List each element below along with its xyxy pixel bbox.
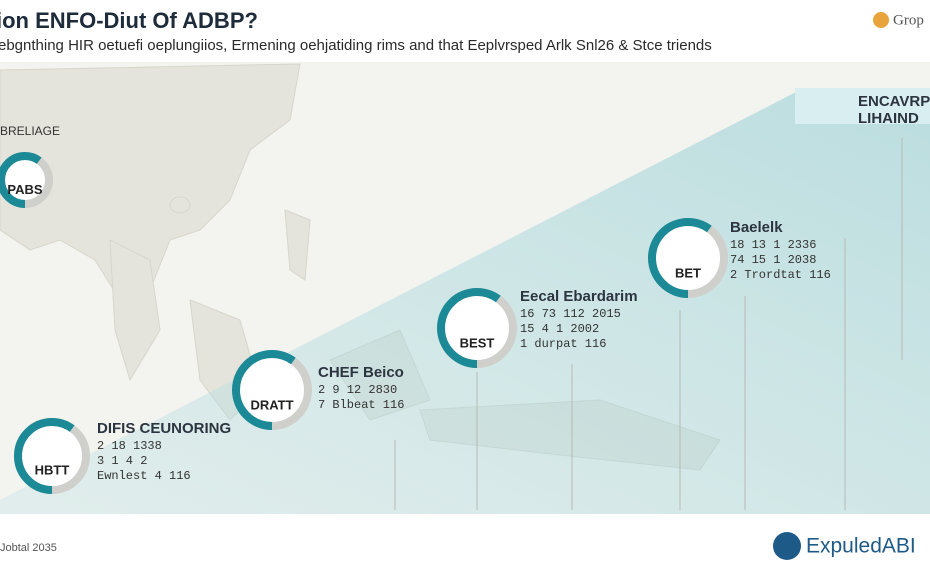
logo-icon: [873, 12, 889, 28]
ring-arc: [437, 288, 517, 368]
node-line: 74 15 1 2038: [730, 253, 816, 267]
node-title: DIFIS CEUNORING: [97, 420, 231, 437]
node-line: 2 18 1338: [97, 439, 162, 453]
node-line: 2 Trordtat 116: [730, 268, 831, 282]
node-line: 15 4 1 2002: [520, 322, 599, 336]
ring-label: BEST: [460, 336, 495, 351]
node-title: CHEF Beico: [318, 364, 404, 381]
ring-label: BET: [675, 266, 701, 281]
subtitle: ebgnthing HIR oetuefi oeplungiios, Ermen…: [0, 37, 712, 54]
node-title: ENCAVRP: [858, 93, 930, 110]
node-line: 2 9 12 2830: [318, 383, 397, 397]
node-line: 18 13 1 2336: [730, 238, 816, 252]
nodes: PABS BRELIAGE HBTT DIFIS CEUNORING 2 18 1338…: [0, 93, 930, 494]
node-line: Ewnlest 4 116: [97, 469, 191, 483]
title: ion ENFO-Diut Of ADBP?: [0, 8, 258, 33]
ring-arc: [0, 152, 53, 208]
node-line: LIHAIND: [858, 110, 919, 127]
node-line: 16 73 112 2015: [520, 307, 621, 321]
footer-note: Jobtal 2035: [0, 542, 57, 554]
ring-arc: [648, 218, 728, 298]
pins: [394, 138, 903, 510]
brand-icon: [773, 532, 801, 560]
ring-label: HBTT: [35, 463, 70, 478]
node-line: 3 1 4 2: [97, 454, 147, 468]
node-heading: BRELIAGE: [0, 124, 60, 138]
ring-label: PABS: [7, 182, 42, 197]
node-line: 1 durpat 116: [520, 337, 606, 351]
top-panel: [795, 88, 930, 124]
ring-label: DRATT: [250, 398, 293, 413]
node-line: 7 Blbeat 116: [318, 398, 404, 412]
node-title: Baelelk: [730, 219, 783, 236]
ring-arc: [14, 418, 90, 494]
node-title: Eecal Ebardarim: [520, 288, 638, 305]
logo: Grop: [893, 12, 924, 28]
ring-arc: [232, 350, 312, 430]
brand: ExpuledABI: [806, 535, 916, 558]
